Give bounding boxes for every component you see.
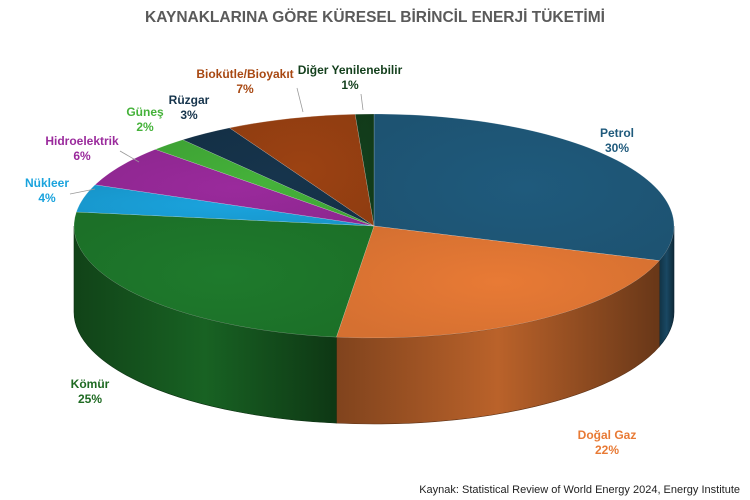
value-label-gunes: 2% bbox=[136, 120, 154, 134]
slice-biokutle-bioyakit bbox=[228, 113, 375, 227]
slice-diger-yenilenebilir bbox=[354, 113, 375, 227]
value-label-nukleer: 4% bbox=[38, 191, 56, 205]
value-label-hidroelektrik: 6% bbox=[73, 149, 91, 163]
chart-title: KAYNAKLARINA GÖRE KÜRESEL BİRİNCİL ENERJ… bbox=[145, 9, 605, 26]
value-label-biokutle-bioyakit: 7% bbox=[236, 82, 254, 96]
slice-dogal-gaz bbox=[336, 225, 660, 339]
label-petrol: Petrol bbox=[600, 126, 634, 140]
leader-lines bbox=[69, 87, 364, 195]
label-dogal-gaz: Doğal Gaz bbox=[578, 428, 637, 442]
slice-gunes bbox=[154, 139, 375, 227]
label-gunes: Güneş bbox=[126, 105, 164, 119]
pie-sides bbox=[73, 225, 675, 425]
slice-nukleer bbox=[76, 184, 375, 227]
label-ruzgar: Rüzgar bbox=[169, 93, 210, 107]
leader-line-hidroelektrik bbox=[119, 150, 140, 163]
label-diger-yenilenebilir: Diğer Yenilenebilir bbox=[298, 63, 403, 77]
value-label-komur: 25% bbox=[78, 392, 102, 406]
pie-tops bbox=[73, 113, 675, 339]
label-nukleer: Nükleer bbox=[25, 176, 69, 190]
leader-line-diger-yenilenebilir bbox=[360, 93, 364, 111]
value-label-petrol: 30% bbox=[605, 141, 629, 155]
value-label-diger-yenilenebilir: 1% bbox=[341, 78, 359, 92]
leader-line-nukleer bbox=[69, 188, 96, 195]
slice-petrol bbox=[373, 113, 675, 261]
label-hidroelektrik: Hidroelektrik bbox=[45, 134, 119, 148]
slice-komur bbox=[73, 211, 375, 338]
slice-hidroelektrik bbox=[94, 149, 375, 227]
slice-ruzgar bbox=[182, 127, 375, 227]
label-biokutle-bioyakit: Biokütle/Bioyakıt bbox=[196, 67, 293, 81]
label-komur: Kömür bbox=[71, 377, 110, 391]
source-note: Kaynak: Statistical Review of World Ener… bbox=[419, 484, 740, 496]
value-label-dogal-gaz: 22% bbox=[595, 443, 619, 457]
leader-line-biokutle-bioyakit bbox=[296, 87, 304, 113]
value-label-ruzgar: 3% bbox=[180, 108, 198, 122]
